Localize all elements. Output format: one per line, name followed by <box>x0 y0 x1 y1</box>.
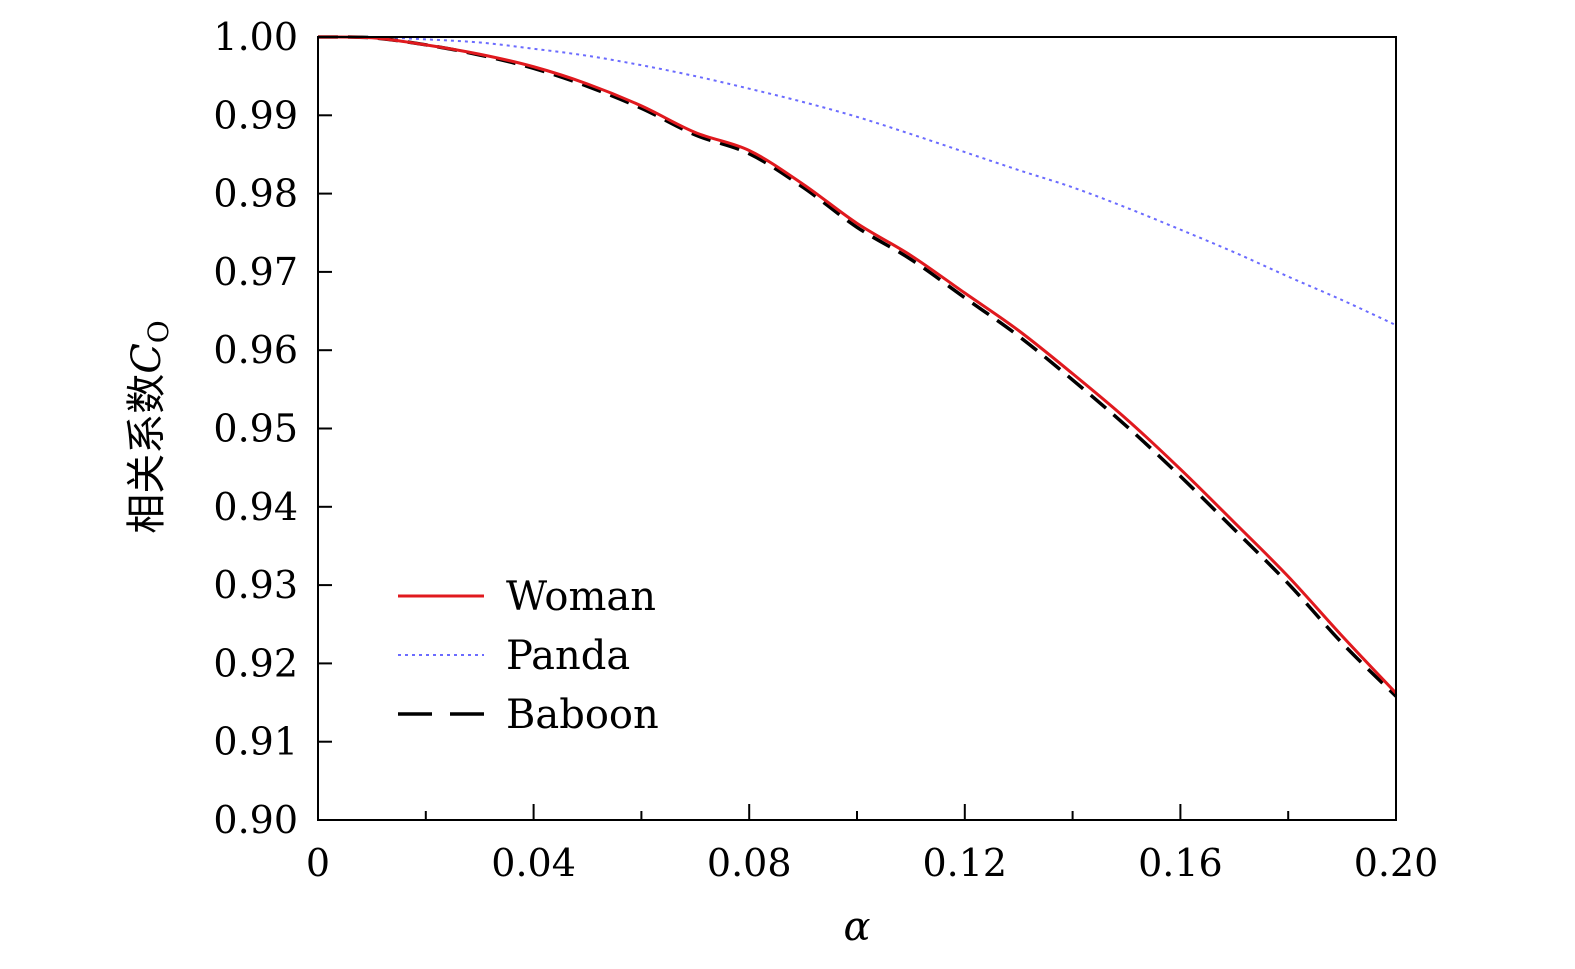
axes-layer: 0 0.04 0.08 0.12 0.16 0.20 0.90 0.91 0.92 0.93 0.9… <box>213 15 1438 885</box>
plot-frame <box>317 36 1397 821</box>
y-tick-label: 0.94 <box>213 485 298 529</box>
y-tick-label: 0.96 <box>213 328 298 372</box>
series-line-panda <box>317 35 1397 327</box>
legend-label-baboon: Baboon <box>506 692 659 738</box>
y-tick-label: 0.99 <box>213 93 298 137</box>
y-tick-label: 0.93 <box>213 563 298 607</box>
x-tick-label: 0.12 <box>922 841 1007 885</box>
y-tick-label: 0.97 <box>213 250 298 294</box>
x-tick-label: 0.04 <box>491 841 576 885</box>
series-line-woman <box>317 35 1398 695</box>
legend: Woman Panda Baboon <box>398 574 659 738</box>
x-tick-label: 0.16 <box>1138 841 1223 885</box>
y-axis-title-text: 相关系数 <box>124 374 170 534</box>
legend-label-panda: Panda <box>506 633 630 679</box>
x-tick-label: 0 <box>306 841 330 885</box>
y-tick-label: 0.98 <box>213 172 298 216</box>
legend-label-woman: Woman <box>506 574 656 620</box>
y-axis-title-symbol: C <box>124 343 170 374</box>
y-tick-label: 1.00 <box>213 15 298 59</box>
y-tick-label: 0.95 <box>213 407 298 451</box>
y-tick-label: 0.90 <box>213 798 298 842</box>
y-tick-label: 0.92 <box>213 641 298 685</box>
x-tick-label: 0.20 <box>1354 841 1439 885</box>
x-tick-label: 0.08 <box>707 841 792 885</box>
y-axis-title-subscript: O <box>142 320 175 343</box>
y-axis-title: 相关系数CO <box>124 320 175 534</box>
marks-layer <box>317 35 1398 698</box>
x-axis-title: α <box>843 904 870 950</box>
y-tick-label: 0.91 <box>213 720 298 764</box>
